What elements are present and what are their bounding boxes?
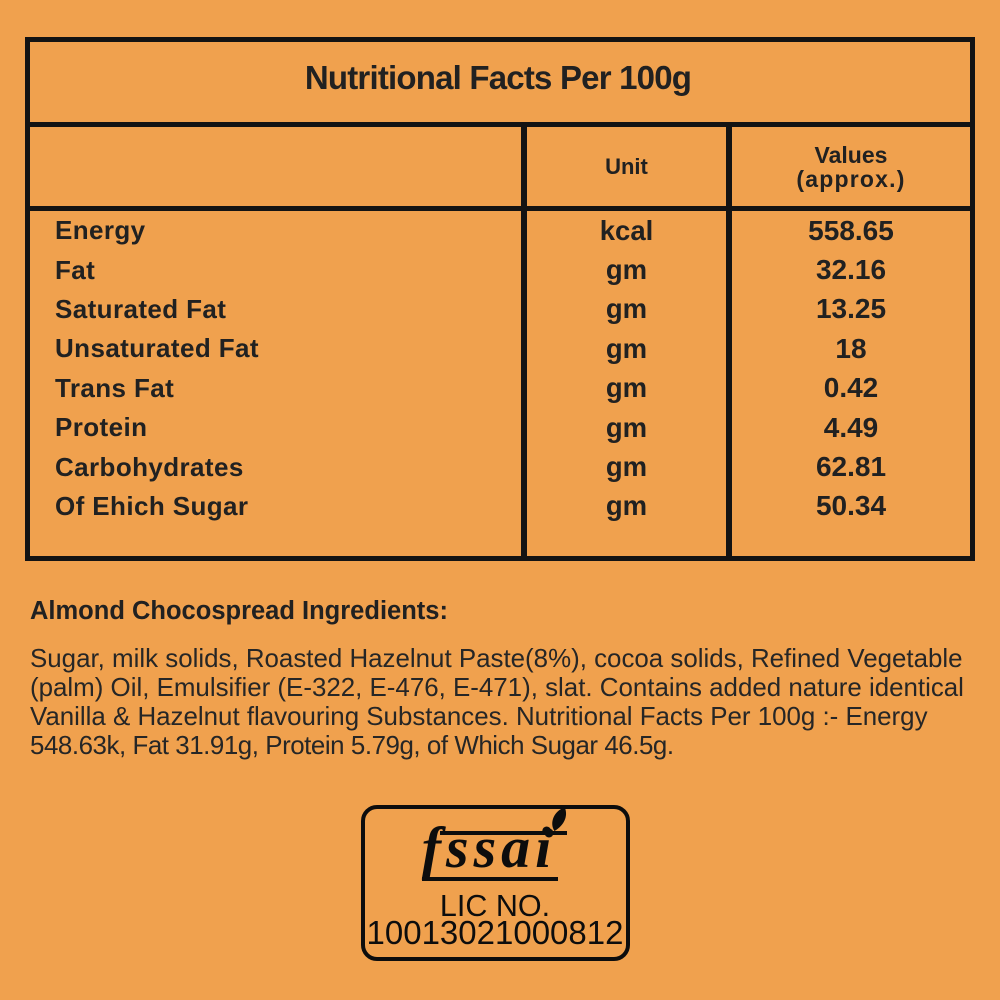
svg-text:fssai: fssai: [422, 815, 557, 880]
svg-text:LIC NO.: LIC NO.: [440, 889, 550, 923]
svg-text:10013021000812: 10013021000812: [367, 914, 624, 951]
